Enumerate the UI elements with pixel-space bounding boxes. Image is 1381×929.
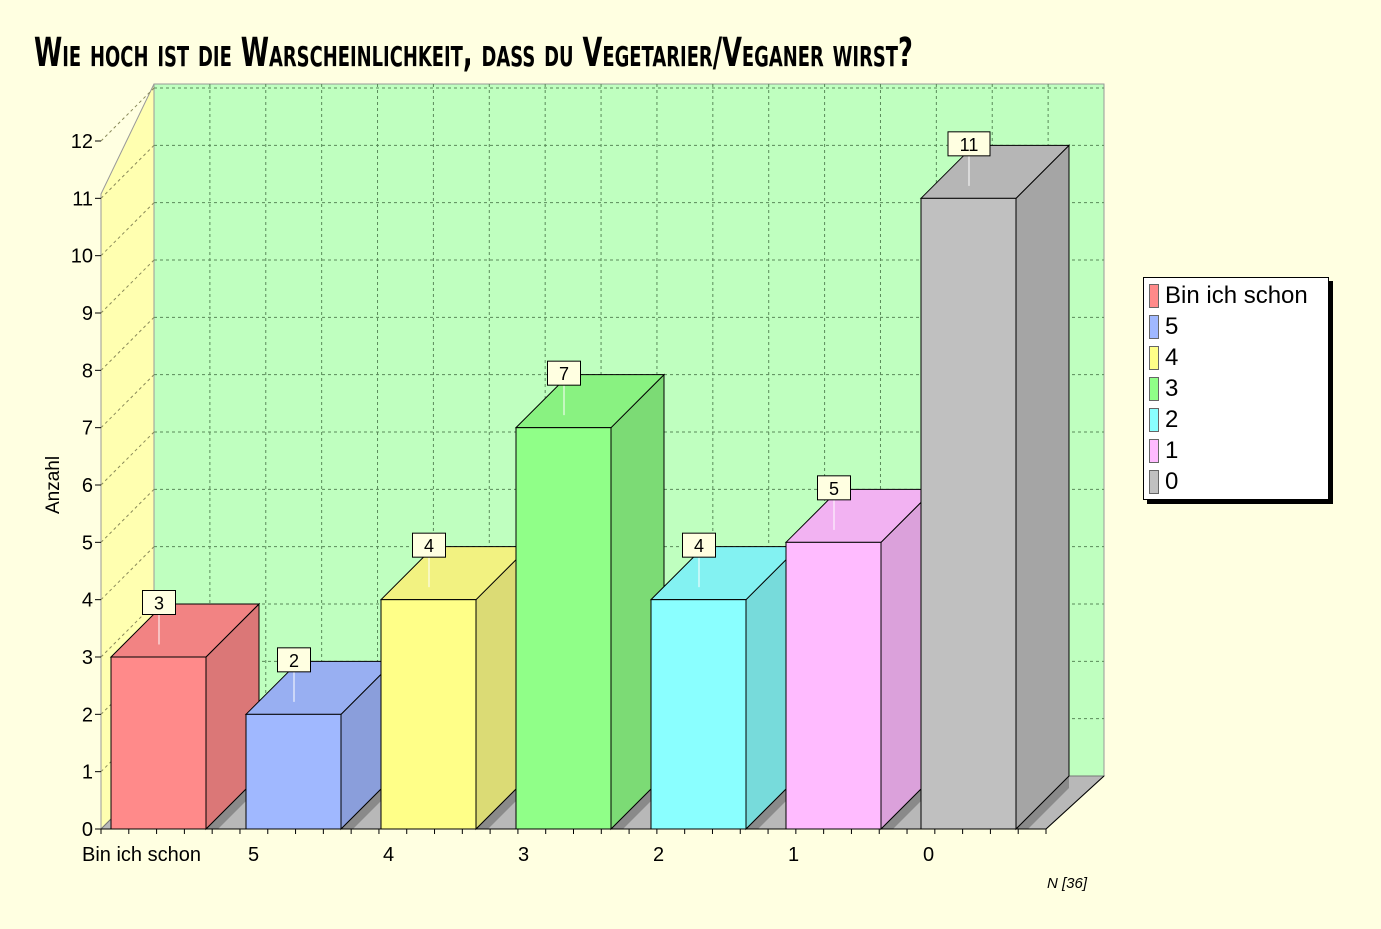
y-tick-label: 0 — [82, 819, 93, 841]
data-label-text: 11 — [960, 135, 979, 155]
data-label-box — [277, 647, 311, 673]
data-label-text: 2 — [289, 651, 299, 671]
bar — [785, 541, 882, 830]
data-label: 2 — [277, 647, 311, 702]
legend-item: Bin ich schon — [1149, 280, 1328, 311]
y-tick-label: 10 — [71, 246, 93, 268]
y-tick-label: 6 — [82, 475, 93, 497]
legend-label: 1 — [1165, 436, 1179, 464]
legend-label: 0 — [1165, 467, 1179, 495]
bar — [245, 713, 342, 830]
gridline-side — [100, 87, 155, 142]
legend-label: 4 — [1165, 343, 1179, 371]
data-label-box — [142, 590, 176, 615]
gridline-side — [100, 144, 155, 199]
x-tick-label: 3 — [518, 844, 529, 866]
y-tick-label: 8 — [82, 360, 93, 382]
gridline-side — [100, 316, 155, 371]
legend-swatch — [1149, 376, 1159, 401]
legend-label: Bin ich schon — [1165, 281, 1308, 309]
gridline-side — [100, 374, 155, 429]
data-label: 4 — [412, 532, 446, 588]
y-tick-label: 4 — [82, 590, 93, 612]
x-tick-label: 4 — [383, 844, 394, 866]
x-tick-label: 2 — [653, 844, 664, 866]
bar — [650, 599, 747, 830]
y-tick-label: 11 — [72, 188, 93, 210]
legend-swatch — [1149, 438, 1159, 463]
data-label-box — [412, 532, 446, 558]
x-tick-label: 5 — [248, 844, 259, 866]
data-label-text: 4 — [424, 536, 434, 556]
data-label-box — [547, 360, 581, 386]
x-tick-label: 0 — [923, 844, 934, 866]
gridline-side — [100, 259, 155, 314]
data-label: 5 — [817, 475, 851, 530]
y-tick-label: 3 — [82, 647, 93, 669]
legend: Bin ich schon 5 4 3 2 1 0 — [1143, 277, 1329, 500]
data-label-text: 7 — [559, 364, 569, 384]
y-tick-label: 5 — [82, 532, 93, 554]
gridline-side — [100, 546, 155, 601]
data-label: 11 — [947, 131, 991, 186]
legend-label: 3 — [1165, 374, 1179, 402]
legend-swatch — [1149, 469, 1159, 494]
data-label-box — [817, 475, 851, 501]
gridline-side — [100, 431, 155, 486]
bar — [920, 197, 1017, 830]
legend-swatch — [1149, 283, 1159, 308]
y-tick-label: 1 — [82, 762, 93, 784]
bar — [380, 599, 477, 830]
sample-size-note: N [36] — [1047, 875, 1088, 892]
data-label-text: 4 — [694, 536, 704, 556]
legend-label: 2 — [1165, 405, 1179, 433]
y-tick-label: 2 — [82, 704, 93, 726]
legend-item: 0 — [1149, 466, 1328, 497]
data-label: 7 — [547, 360, 581, 416]
y-tick-label: 7 — [82, 418, 93, 440]
legend-item: 4 — [1149, 342, 1328, 373]
legend-label: 5 — [1165, 312, 1179, 340]
y-axis-label: Anzahl — [43, 456, 64, 514]
floor-edge — [1045, 775, 1105, 830]
data-label-box — [947, 131, 991, 157]
chart-title: Wie hoch ist die Warscheinlichkeit, dass… — [34, 30, 913, 76]
y-tick-label: 9 — [82, 303, 93, 325]
legend-item: 1 — [1149, 435, 1328, 466]
bar — [110, 656, 207, 830]
gridline-side — [100, 202, 155, 257]
legend-swatch — [1149, 407, 1159, 432]
data-label: 4 — [682, 532, 716, 588]
x-tick-label: Bin ich schon — [82, 844, 201, 866]
data-label-text: 3 — [154, 594, 164, 614]
legend-item: 5 — [1149, 311, 1328, 342]
legend-item: 2 — [1149, 404, 1328, 435]
x-tick-label: 1 — [788, 844, 799, 866]
data-label-box — [682, 532, 716, 558]
legend-swatch — [1149, 345, 1159, 370]
bar — [515, 427, 612, 830]
legend-item: 3 — [1149, 373, 1328, 404]
legend-swatch — [1149, 314, 1159, 339]
y-tick-label: 12 — [71, 131, 93, 153]
bar-side — [1015, 144, 1070, 831]
data-label-text: 5 — [829, 479, 839, 499]
gridline-side — [100, 488, 155, 543]
data-label: 3 — [142, 590, 176, 645]
